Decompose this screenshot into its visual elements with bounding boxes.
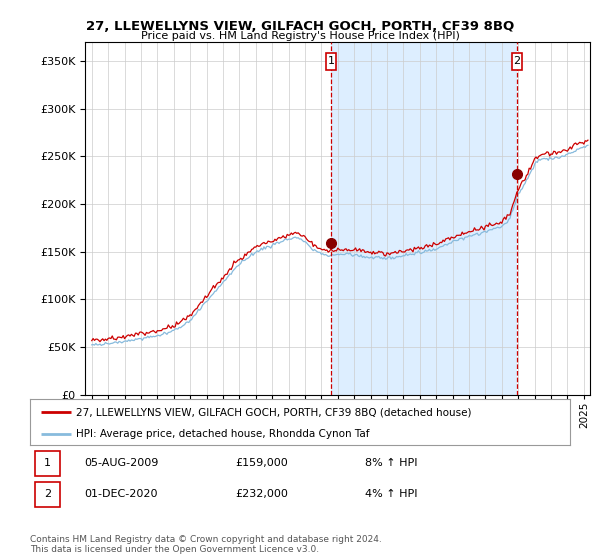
Text: HPI: Average price, detached house, Rhondda Cynon Taf: HPI: Average price, detached house, Rhon… (76, 429, 370, 438)
Text: £232,000: £232,000 (235, 489, 288, 499)
Text: 1: 1 (44, 458, 51, 468)
FancyBboxPatch shape (35, 451, 60, 475)
Text: Price paid vs. HM Land Registry's House Price Index (HPI): Price paid vs. HM Land Registry's House … (140, 31, 460, 41)
Text: 27, LLEWELLYNS VIEW, GILFACH GOCH, PORTH, CF39 8BQ: 27, LLEWELLYNS VIEW, GILFACH GOCH, PORTH… (86, 20, 514, 32)
Text: 8% ↑ HPI: 8% ↑ HPI (365, 458, 418, 468)
FancyBboxPatch shape (35, 482, 60, 507)
Text: 2: 2 (44, 489, 51, 499)
Text: Contains HM Land Registry data © Crown copyright and database right 2024.
This d: Contains HM Land Registry data © Crown c… (30, 535, 382, 554)
FancyBboxPatch shape (512, 53, 522, 70)
Text: 05-AUG-2009: 05-AUG-2009 (84, 458, 158, 468)
Bar (331, 42, 517, 395)
Text: 2: 2 (514, 56, 520, 66)
Text: 4% ↑ HPI: 4% ↑ HPI (365, 489, 418, 499)
Text: £159,000: £159,000 (235, 458, 288, 468)
Text: 27, LLEWELLYNS VIEW, GILFACH GOCH, PORTH, CF39 8BQ (detached house): 27, LLEWELLYNS VIEW, GILFACH GOCH, PORTH… (76, 407, 472, 417)
FancyBboxPatch shape (326, 53, 336, 70)
Text: 1: 1 (328, 56, 334, 66)
Text: 01-DEC-2020: 01-DEC-2020 (84, 489, 157, 499)
